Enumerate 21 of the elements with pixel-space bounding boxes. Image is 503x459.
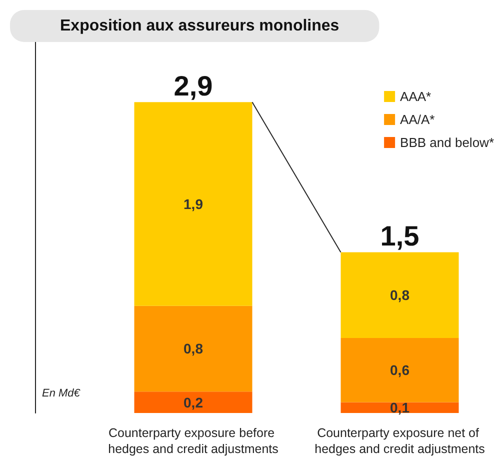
total-label: 2,9 [174,70,213,102]
legend-label: AA/A* [400,112,435,127]
data-label: 0,1 [390,400,410,416]
data-label: 0,6 [390,362,410,378]
text: En Md€ [42,388,81,400]
bar [134,102,252,306]
total-label: 1,5 [380,220,420,252]
bar [340,338,459,402]
x-tick-label: Counterparty exposure net of hedges and credit adjustments [314,426,485,456]
data-label: 0,2 [184,394,204,410]
legend-label: AAA* [400,89,432,104]
bar [134,392,252,413]
data-label: 1,9 [184,196,204,212]
data-label: 0,8 [184,340,204,357]
x-tick-label: Counterparty exposure before hedges and credit adjustments [108,426,278,456]
bar [134,306,252,392]
data-label: 0,8 [390,287,410,304]
legend-label: BBB and below* [400,135,494,150]
chart-title: Exposition aux assureurs monolines [60,18,340,34]
bar [340,402,459,413]
bar [340,252,459,338]
